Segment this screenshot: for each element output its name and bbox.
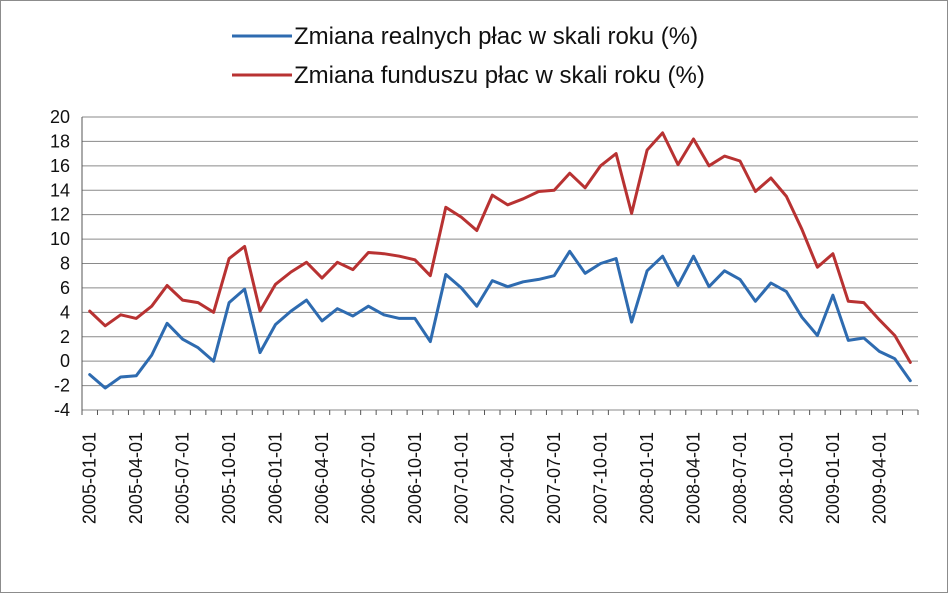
x-tick-label: 2007-10-01 bbox=[591, 432, 611, 524]
y-tick-label: -2 bbox=[54, 376, 70, 396]
x-tick-label: 2007-07-01 bbox=[544, 432, 564, 524]
x-tick-label: 2006-01-01 bbox=[266, 432, 286, 524]
x-tick-label: 2008-04-01 bbox=[684, 432, 704, 524]
x-tick-label: 2005-10-01 bbox=[219, 432, 239, 524]
x-tick-label: 2007-04-01 bbox=[498, 432, 518, 524]
y-tick-label: 20 bbox=[50, 107, 70, 127]
x-axis-ticks: 2005-01-01 2005-04-01 2005-07-01 2005-10-01… bbox=[80, 410, 919, 524]
y-tick-label: 10 bbox=[50, 229, 70, 249]
gridlines bbox=[82, 116, 918, 411]
x-tick-label: 2008-10-01 bbox=[776, 432, 796, 524]
y-tick-label: 18 bbox=[50, 131, 70, 151]
x-tick-label: 2005-04-01 bbox=[126, 432, 146, 524]
y-tick-label: 16 bbox=[50, 156, 70, 176]
legend-label-funduszu-plac: Zmiana funduszu płac w skali roku (%) bbox=[294, 62, 705, 89]
legend-label-realnych-plac: Zmiana realnych płac w skali roku (%) bbox=[294, 23, 698, 50]
x-tick-label: 2009-04-01 bbox=[869, 432, 889, 524]
y-tick-label: 2 bbox=[60, 327, 70, 347]
y-tick-label: 4 bbox=[60, 302, 70, 322]
series-line-realnych-plac bbox=[88, 249, 912, 390]
series-line-funduszu-plac bbox=[88, 131, 912, 364]
x-tick-label: 2008-07-01 bbox=[730, 432, 750, 524]
x-tick-label: 2005-01-01 bbox=[80, 432, 100, 524]
y-tick-label: 12 bbox=[50, 205, 70, 225]
y-tick-label: 8 bbox=[60, 254, 70, 274]
legend: Zmiana realnych płac w skali roku (%) Zm… bbox=[232, 23, 705, 89]
x-tick-label: 2008-01-01 bbox=[637, 432, 657, 524]
series-lines bbox=[88, 131, 912, 390]
x-tick-label: 2007-01-01 bbox=[451, 432, 471, 524]
y-tick-label: 6 bbox=[60, 278, 70, 298]
x-tick-label: 2005-07-01 bbox=[173, 432, 193, 524]
y-tick-label: 0 bbox=[60, 351, 70, 371]
y-tick-label: -4 bbox=[54, 400, 70, 420]
x-tick-label: 2006-10-01 bbox=[405, 432, 425, 524]
x-tick-label: 2006-07-01 bbox=[358, 432, 378, 524]
y-tick-label: 14 bbox=[50, 180, 70, 200]
x-tick-label: 2006-04-01 bbox=[312, 432, 332, 524]
x-tick-label: 2009-01-01 bbox=[823, 432, 843, 524]
